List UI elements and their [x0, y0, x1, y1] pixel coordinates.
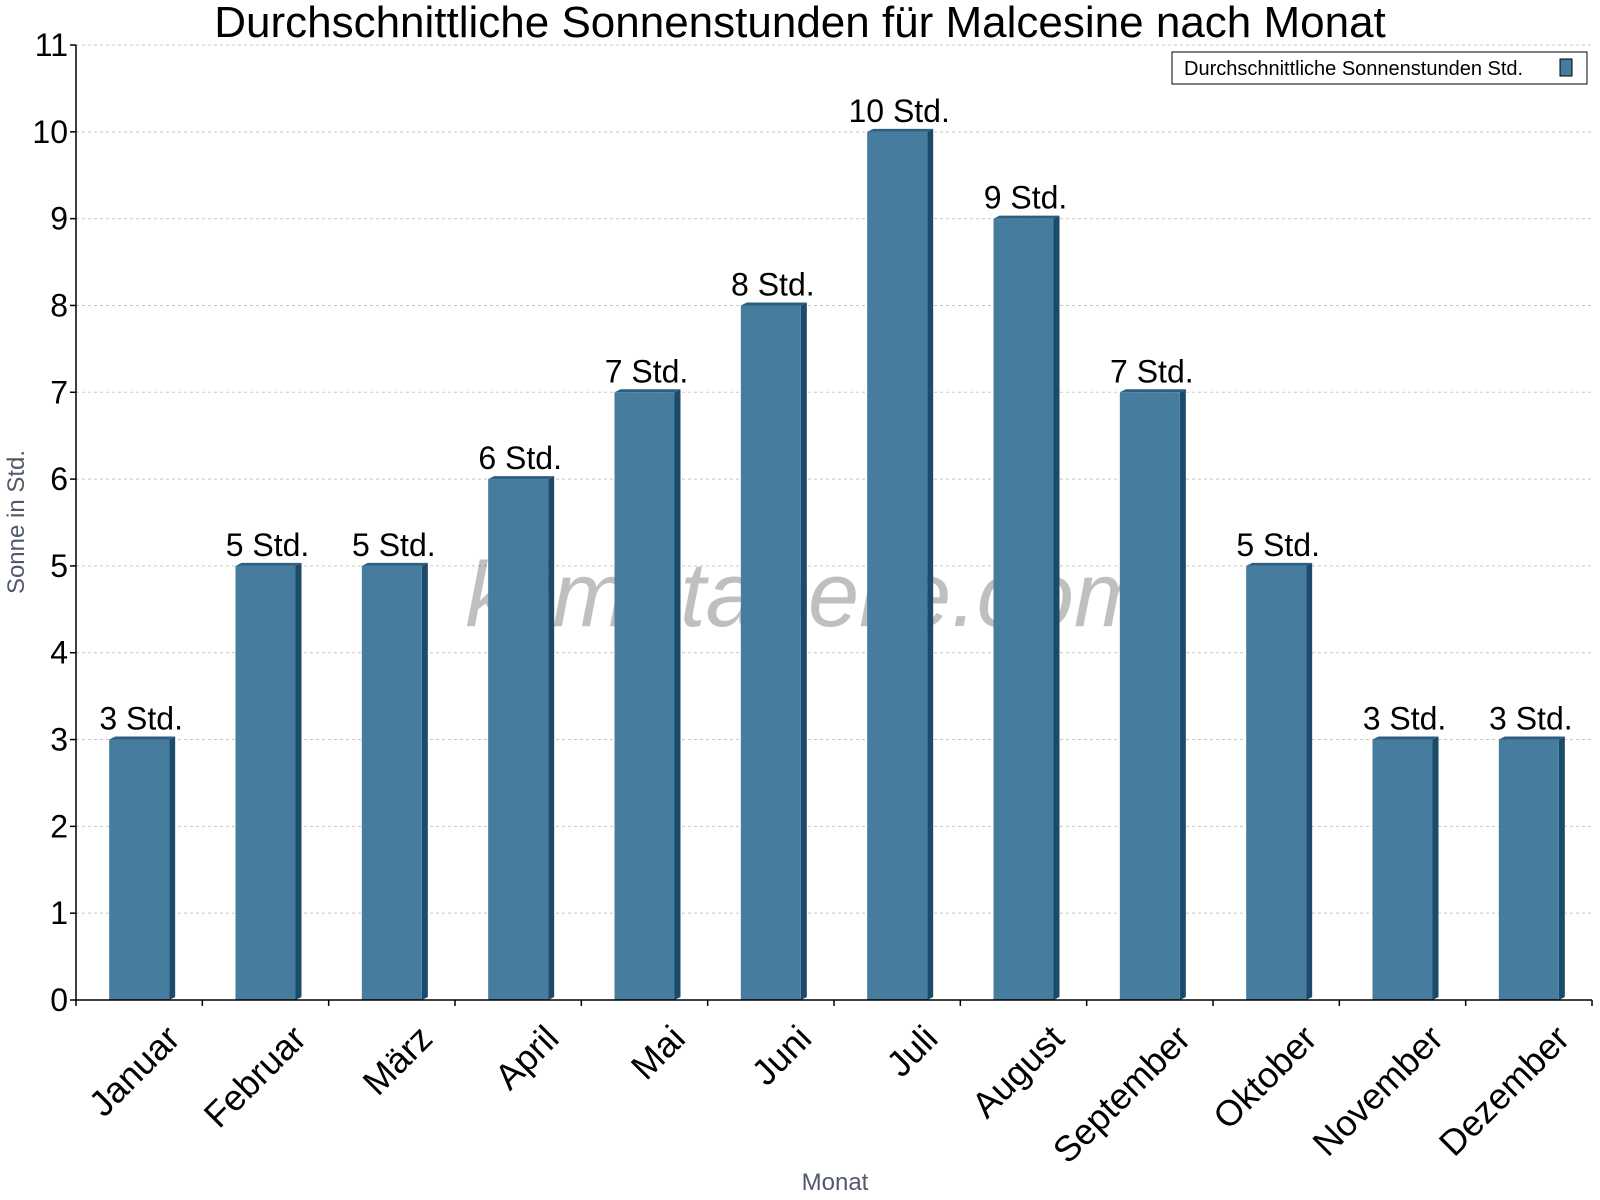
bar-side — [169, 736, 176, 1000]
y-tick-label: 9 — [50, 201, 68, 237]
x-tick-labels: Januar Februar März April Mai Juni Juli AugustS… — [75, 1000, 1593, 1171]
bar — [1119, 389, 1186, 1001]
bar-side — [548, 476, 555, 1000]
legend-swatch — [1559, 58, 1573, 77]
bar — [235, 562, 302, 1000]
y-tick-label: 8 — [50, 287, 68, 323]
x-tick-label: November — [1304, 1017, 1450, 1163]
data-label: 10 Std. — [848, 93, 949, 129]
bar — [867, 128, 934, 1000]
data-label: 8 Std. — [731, 266, 815, 302]
bar-top — [993, 215, 1060, 219]
chart-title: Durchschnittliche Sonnenstunden für Malc… — [214, 0, 1386, 47]
bar — [1498, 736, 1565, 1000]
x-tick-label: September — [1045, 1017, 1199, 1171]
bars — [109, 128, 1565, 1001]
bar-front — [235, 565, 296, 1000]
bar-side — [1053, 215, 1060, 1001]
x-axis-label: Monat — [802, 1169, 869, 1196]
x-tick-label: Februar — [196, 1017, 314, 1135]
x-tick-label: Dezember — [1431, 1017, 1577, 1163]
bar-top — [1119, 389, 1186, 393]
bar — [1246, 562, 1313, 1000]
bar — [109, 736, 176, 1000]
bar-front — [1372, 739, 1433, 1000]
bar-front — [740, 305, 801, 1000]
bar-side — [295, 562, 302, 1000]
bar-front — [1498, 739, 1559, 1000]
y-tick-label: 5 — [50, 548, 68, 584]
bar-front — [1119, 392, 1180, 1001]
bar-top — [1372, 736, 1439, 740]
bar-top — [1246, 562, 1313, 566]
data-label: 3 Std. — [1363, 701, 1447, 737]
data-label: 5 Std. — [1236, 527, 1320, 563]
bar-top — [1498, 736, 1565, 740]
y-tick-label: 1 — [50, 895, 68, 931]
y-tick-label: 4 — [50, 635, 68, 671]
x-tick-label: August — [964, 1017, 1072, 1125]
data-label: 5 Std. — [226, 527, 310, 563]
x-tick-label: Juli — [878, 1017, 945, 1084]
bar-front — [867, 131, 928, 1000]
bar — [614, 389, 681, 1001]
x-tick-label: April — [487, 1017, 567, 1097]
bar-front — [993, 218, 1054, 1001]
bar-side — [1179, 389, 1186, 1001]
bar-top — [488, 476, 555, 480]
x-tick-label: Januar — [81, 1017, 188, 1124]
bar-front — [361, 565, 422, 1000]
data-label: 3 Std. — [99, 701, 183, 737]
bar-top — [109, 736, 176, 740]
bar-front — [1246, 565, 1307, 1000]
bar-top — [361, 562, 428, 566]
bar-side — [800, 302, 807, 1000]
gridlines — [76, 44, 1592, 914]
x-tick-label: Mai — [623, 1017, 693, 1087]
bar-top — [740, 302, 807, 306]
legend-label: Durchschnittliche Sonnenstunden Std. — [1184, 58, 1523, 80]
data-label: 3 Std. — [1489, 701, 1573, 737]
bar — [740, 302, 807, 1000]
x-tick-label: Juni — [743, 1017, 819, 1093]
bar-top — [235, 562, 302, 566]
bar-front — [109, 739, 170, 1000]
data-labels: 3 Std. 5 Std. 5 Std. 6 Std. 7 Std. 8 Std. 10 S… — [99, 93, 1572, 737]
bar-side — [674, 389, 681, 1001]
axes — [75, 45, 1592, 1001]
data-label: 7 Std. — [1110, 353, 1194, 389]
bar — [361, 562, 428, 1000]
bar-side — [1558, 736, 1565, 1000]
legend-box — [1171, 51, 1588, 85]
x-tick-label: Oktober — [1205, 1017, 1325, 1137]
y-tick-label: 11 — [35, 27, 68, 63]
bar — [1372, 736, 1439, 1000]
bar-front — [614, 392, 675, 1001]
y-tick-label: 3 — [50, 722, 68, 758]
y-tick-label: 7 — [50, 374, 68, 410]
data-label: 7 Std. — [605, 353, 689, 389]
bar-top — [614, 389, 681, 393]
y-tick-label: 2 — [50, 808, 68, 844]
y-axis-label: Sonne in Std. — [3, 450, 30, 594]
data-label: 6 Std. — [478, 440, 562, 476]
bar-side — [421, 562, 428, 1000]
data-label: 9 Std. — [984, 180, 1068, 216]
y-tick-label: 0 — [50, 982, 68, 1018]
bar-side — [1432, 736, 1439, 1000]
bar-side — [927, 128, 934, 1000]
legend: Durchschnittliche Sonnenstunden Std. — [1171, 51, 1588, 85]
y-tick-labels: 0 1 2 3 4 5 6 7 8 9 10 11 — [32, 27, 76, 1018]
bar — [488, 476, 555, 1000]
x-tick-label: März — [355, 1017, 441, 1103]
y-tick-label: 10 — [32, 114, 68, 150]
y-tick-label: 6 — [50, 461, 68, 497]
bar-side — [1306, 562, 1313, 1000]
bar-front — [488, 479, 549, 1000]
bar — [993, 215, 1060, 1001]
bar-top — [867, 128, 934, 132]
data-label: 5 Std. — [352, 527, 436, 563]
